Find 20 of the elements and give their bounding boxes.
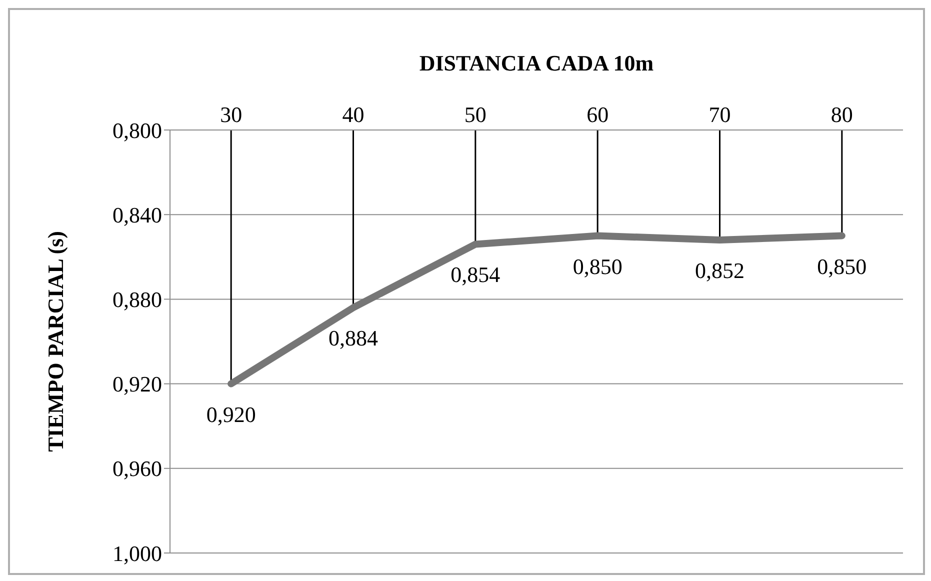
- data-label: 0,852: [695, 258, 744, 283]
- data-label: 0,920: [206, 402, 256, 427]
- x-tick-label: 60: [586, 102, 609, 127]
- x-tick-label: 70: [708, 102, 731, 127]
- y-tick-label: 0,840: [112, 202, 162, 228]
- data-label: 0,850: [817, 254, 867, 279]
- data-label: 0,850: [572, 254, 622, 279]
- x-tick-label: 50: [464, 102, 486, 127]
- y-tick-label: 0,920: [112, 372, 162, 397]
- y-tick-label: 0,800: [112, 118, 162, 143]
- y-tick-label: 1,000: [112, 540, 162, 566]
- y-tick-label: 0,880: [112, 287, 162, 312]
- x-tick-label: 30: [220, 102, 242, 127]
- x-tick-label: 80: [830, 102, 853, 127]
- data-label: 0,854: [450, 262, 500, 288]
- x-axis-title: DISTANCIA CADA 10m: [419, 50, 654, 76]
- data-label: 0,884: [328, 326, 378, 351]
- y-axis-title: TIEMPO PARCIAL (s): [42, 231, 68, 452]
- x-tick-label: 40: [342, 102, 364, 127]
- y-tick-label: 0,960: [112, 456, 162, 482]
